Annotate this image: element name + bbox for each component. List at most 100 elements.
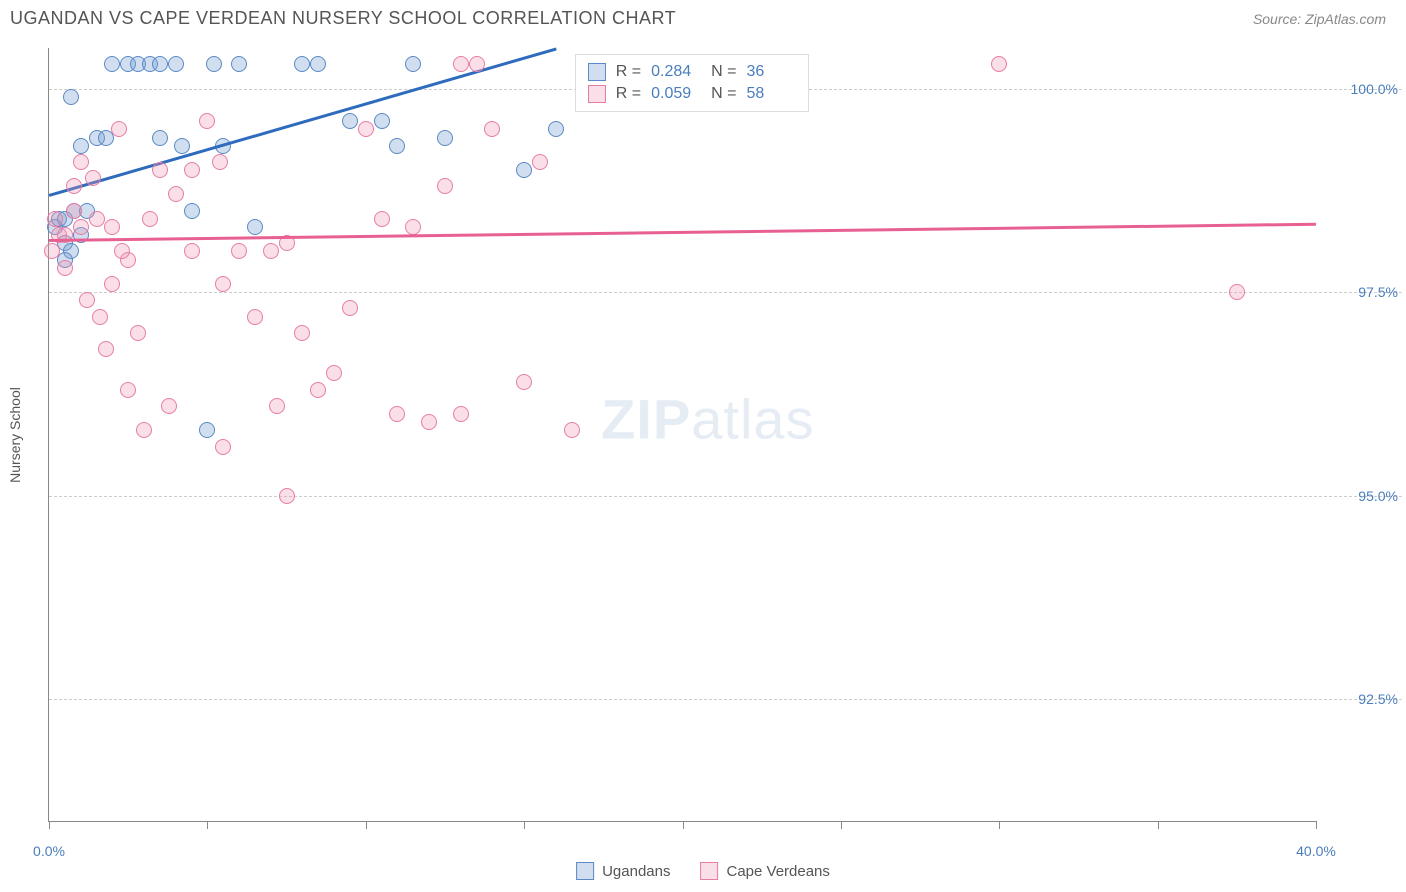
- scatter-point: [130, 325, 146, 341]
- scatter-point: [44, 243, 60, 259]
- scatter-point: [199, 113, 215, 129]
- gridline: [49, 292, 1402, 293]
- scatter-point: [263, 243, 279, 259]
- scatter-point: [111, 121, 127, 137]
- x-tick: [49, 821, 50, 829]
- scatter-point: [564, 422, 580, 438]
- scatter-point: [516, 162, 532, 178]
- x-tick: [999, 821, 1000, 829]
- scatter-point: [294, 56, 310, 72]
- scatter-point: [279, 488, 295, 504]
- scatter-point: [73, 138, 89, 154]
- scatter-point: [63, 89, 79, 105]
- x-tick: [683, 821, 684, 829]
- gridline: [49, 699, 1402, 700]
- chart-title: UGANDAN VS CAPE VERDEAN NURSERY SCHOOL C…: [10, 8, 676, 29]
- gridline: [49, 496, 1402, 497]
- scatter-point: [342, 113, 358, 129]
- scatter-point: [104, 56, 120, 72]
- scatter-point: [184, 203, 200, 219]
- scatter-point: [136, 422, 152, 438]
- x-tick: [1158, 821, 1159, 829]
- stats-box: R =0.284N =36R =0.059N =58: [575, 54, 810, 112]
- scatter-point: [79, 292, 95, 308]
- x-tick: [524, 821, 525, 829]
- stats-r-value: 0.284: [651, 63, 701, 81]
- stats-n-label: N =: [711, 63, 736, 81]
- watermark-light: atlas: [691, 388, 814, 451]
- scatter-point: [374, 113, 390, 129]
- y-tick-label: 92.5%: [1358, 691, 1398, 707]
- scatter-point: [516, 374, 532, 390]
- scatter-point: [231, 56, 247, 72]
- chart-legend: Ugandans Cape Verdeans: [576, 862, 830, 880]
- scatter-point: [231, 243, 247, 259]
- scatter-point: [389, 406, 405, 422]
- y-tick-label: 100.0%: [1351, 81, 1398, 97]
- scatter-point: [374, 211, 390, 227]
- scatter-point: [453, 406, 469, 422]
- scatter-point: [66, 178, 82, 194]
- x-tick: [841, 821, 842, 829]
- scatter-point: [57, 260, 73, 276]
- stats-r-value: 0.059: [651, 85, 701, 103]
- stats-row: R = 0.284 N = 36: [588, 61, 797, 83]
- scatter-point: [120, 382, 136, 398]
- trend-line: [49, 223, 1316, 242]
- scatter-point: [484, 121, 500, 137]
- scatter-point: [73, 219, 89, 235]
- scatter-point: [184, 162, 200, 178]
- stats-n-value: 36: [746, 63, 796, 81]
- watermark: ZIPatlas: [601, 387, 814, 452]
- x-tick: [366, 821, 367, 829]
- legend-swatch-capeverdeans: [700, 862, 718, 880]
- scatter-point: [168, 56, 184, 72]
- scatter-point: [421, 414, 437, 430]
- scatter-point: [114, 243, 130, 259]
- scatter-point: [269, 398, 285, 414]
- stats-n-label: N =: [711, 85, 736, 103]
- scatter-point: [437, 178, 453, 194]
- scatter-point: [453, 56, 469, 72]
- scatter-point: [85, 170, 101, 186]
- y-axis-label: Nursery School: [7, 387, 23, 483]
- scatter-point: [47, 211, 63, 227]
- scatter-point: [152, 130, 168, 146]
- scatter-point: [152, 56, 168, 72]
- scatter-point: [389, 138, 405, 154]
- scatter-point: [199, 422, 215, 438]
- scatter-point: [991, 56, 1007, 72]
- y-tick-label: 95.0%: [1358, 488, 1398, 504]
- stats-row: R =0.059N =58: [588, 83, 797, 105]
- scatter-point: [247, 309, 263, 325]
- scatter-point: [98, 341, 114, 357]
- scatter-point: [174, 138, 190, 154]
- scatter-point: [89, 211, 105, 227]
- scatter-point: [310, 56, 326, 72]
- scatter-point: [294, 325, 310, 341]
- scatter-point: [142, 211, 158, 227]
- stats-swatch: [588, 63, 606, 81]
- scatter-point: [73, 154, 89, 170]
- scatter-point: [215, 276, 231, 292]
- scatter-point: [358, 121, 374, 137]
- legend-item-capeverdeans: Cape Verdeans: [700, 862, 829, 880]
- stats-r-label: R =: [616, 63, 641, 81]
- stats-swatch: [588, 85, 606, 103]
- scatter-point: [104, 219, 120, 235]
- y-tick-label: 97.5%: [1358, 284, 1398, 300]
- chart-header: UGANDAN VS CAPE VERDEAN NURSERY SCHOOL C…: [0, 0, 1406, 37]
- scatter-point: [66, 203, 82, 219]
- x-tick: [1316, 821, 1317, 829]
- scatter-point: [212, 154, 228, 170]
- chart-plot-area: Nursery School ZIPatlas 92.5%95.0%97.5%1…: [48, 48, 1316, 822]
- scatter-point: [1229, 284, 1245, 300]
- x-tick-label: 0.0%: [33, 843, 65, 859]
- scatter-point: [326, 365, 342, 381]
- scatter-point: [104, 276, 120, 292]
- scatter-point: [437, 130, 453, 146]
- scatter-point: [548, 121, 564, 137]
- x-tick-label: 40.0%: [1296, 843, 1336, 859]
- scatter-point: [161, 398, 177, 414]
- legend-item-ugandans: Ugandans: [576, 862, 670, 880]
